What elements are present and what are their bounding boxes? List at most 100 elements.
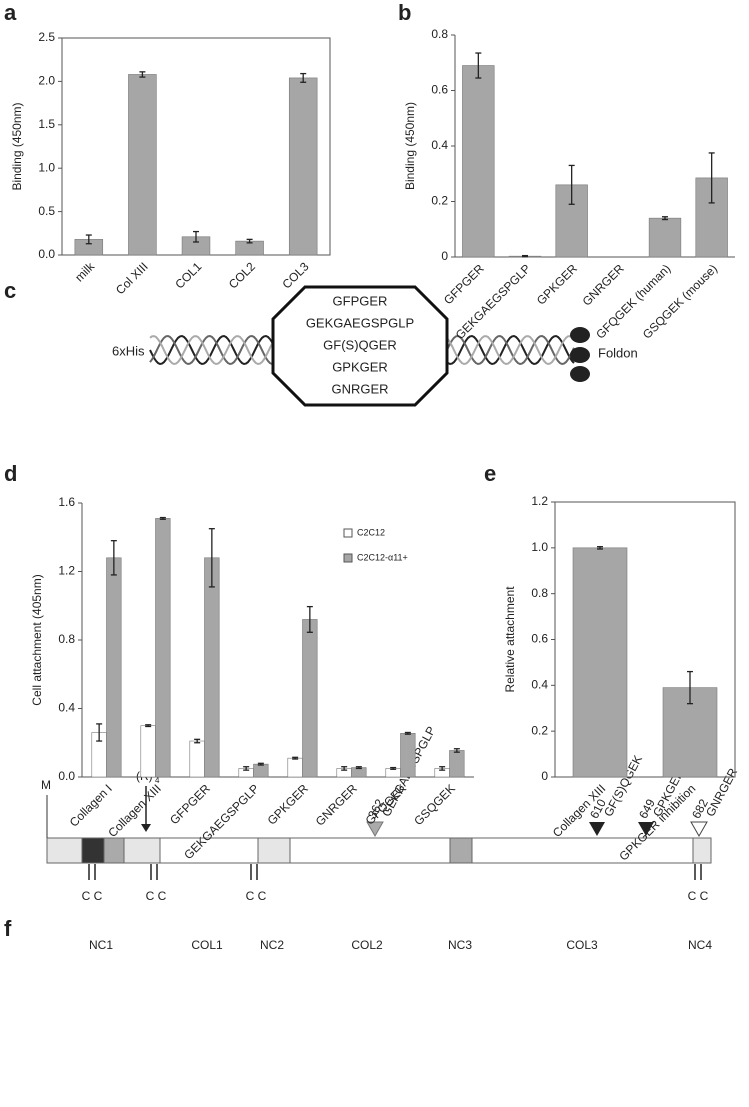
domain-block: [123, 837, 161, 864]
error-bar: [208, 528, 215, 588]
domain-label: COL3: [566, 938, 598, 952]
x-tick-label: milk: [72, 259, 98, 285]
domain-label: COL2: [351, 938, 383, 952]
domain-block: [449, 837, 473, 864]
error-bar: [85, 234, 92, 245]
legend-label: C2C12: [357, 527, 385, 537]
insert-box: [271, 285, 449, 407]
y-tick-label: 0.8: [431, 27, 448, 41]
error-bar: [194, 738, 201, 744]
domain-block: [81, 837, 105, 864]
bar: [287, 757, 303, 778]
y-tick-label: 0.4: [58, 701, 75, 715]
y-tick-label: 0: [541, 769, 548, 783]
x-tick-label: GNRGER: [313, 781, 360, 828]
error-bar: [708, 152, 715, 204]
y-tick-label: 0.0: [38, 247, 55, 261]
insert-label: GF(S)QGER: [323, 337, 397, 352]
panel-label: a: [4, 0, 17, 25]
panel-label: e: [484, 461, 496, 486]
y-tick-label: 0.5: [38, 204, 55, 218]
error-bar: [96, 723, 103, 742]
domain-block: [46, 837, 83, 864]
y-tick-label: 2.5: [38, 30, 55, 44]
cys-label: C C: [688, 889, 709, 903]
bar: [140, 725, 156, 778]
error-bar: [453, 748, 460, 753]
legend-swatch: [343, 528, 353, 538]
bar: [288, 77, 318, 256]
y-tick-label: 2.0: [38, 74, 55, 88]
insert-label: GEKGAEGSPGLP: [306, 315, 414, 330]
site-marker: [366, 821, 384, 838]
panel-label: d: [4, 461, 17, 486]
domain-block: [692, 837, 712, 864]
y-tick-label: 0.4: [531, 678, 548, 692]
bar: [572, 547, 628, 778]
diagram-c: c GFPGER GEKGAEGSPGLP GF(S)QGER GPKGER G…: [4, 278, 638, 407]
bar: [400, 733, 416, 778]
x-tick-label: GFPGER: [441, 261, 487, 307]
chart: a Binding (450nm) 0.0 0.5 1.0 1.5 2.0 2.5 milk Co…: [4, 0, 331, 297]
cys-label: C C: [146, 889, 167, 903]
bar: [128, 74, 157, 256]
y-axis-label: Binding (450nm): [10, 102, 24, 190]
domain-label: NC2: [260, 938, 284, 952]
x-tick-label: COL1: [172, 259, 204, 291]
error-bar: [300, 72, 307, 83]
x-tick-label: GPKGER: [265, 781, 311, 827]
y-tick-label: 0.8: [58, 632, 75, 646]
bar: [449, 750, 465, 778]
bar: [204, 557, 220, 778]
panel-label: c: [4, 278, 16, 303]
domain-label: NC1: [89, 938, 113, 952]
y-tick-label: 1.2: [531, 494, 548, 508]
domain-block: [103, 837, 125, 864]
error-bar: [522, 254, 528, 258]
site-marker: [690, 821, 708, 838]
foldon-label: Foldon: [598, 345, 638, 360]
domain-label: NC3: [448, 938, 472, 952]
error-bar: [145, 724, 152, 728]
helix-strand: [439, 334, 575, 366]
bar: [302, 619, 318, 778]
cys-label: C C: [246, 889, 267, 903]
x-tick-label: GSQGEK: [411, 781, 458, 828]
y-tick-label: 0.2: [431, 194, 448, 208]
error-bar: [341, 766, 348, 771]
bar: [106, 557, 122, 778]
foldon: [570, 327, 590, 343]
insert-label: GNRGER: [331, 381, 388, 396]
y-tick-label: 0.2: [531, 723, 548, 737]
helix-strand: [149, 335, 285, 366]
bar: [189, 740, 205, 778]
error-bar: [292, 756, 299, 760]
error-bar: [355, 766, 362, 770]
y-tick-label: 0.8: [531, 586, 548, 600]
x-tick-label: COL2: [226, 259, 258, 291]
cysteine-ticks: [88, 864, 702, 880]
bar: [155, 518, 171, 778]
y-tick-label: 0.6: [431, 83, 448, 97]
error-bar: [687, 670, 693, 705]
triple-helix: [149, 334, 575, 366]
y-axis-label: Relative attachment: [503, 586, 517, 693]
domain-label: NC4: [688, 938, 712, 952]
start-label: M: [41, 778, 51, 792]
error-bar: [159, 516, 166, 520]
panel-label: b: [398, 0, 411, 25]
legend-swatch: [343, 553, 353, 563]
bar: [648, 217, 682, 258]
x-tick-label: Collagen XIII: [105, 781, 163, 839]
helix-strand: [149, 334, 285, 366]
error-bar: [306, 605, 313, 633]
y-tick-label: 1.2: [58, 564, 75, 578]
error-bar: [243, 766, 250, 771]
his-label: 6xHis: [112, 343, 145, 358]
error-bar: [475, 52, 482, 79]
y-tick-label: 0.6: [531, 632, 548, 646]
y-tick-label: 1.5: [38, 117, 55, 131]
error-bar: [193, 230, 199, 243]
y-tick-label: 0.0: [58, 769, 75, 783]
